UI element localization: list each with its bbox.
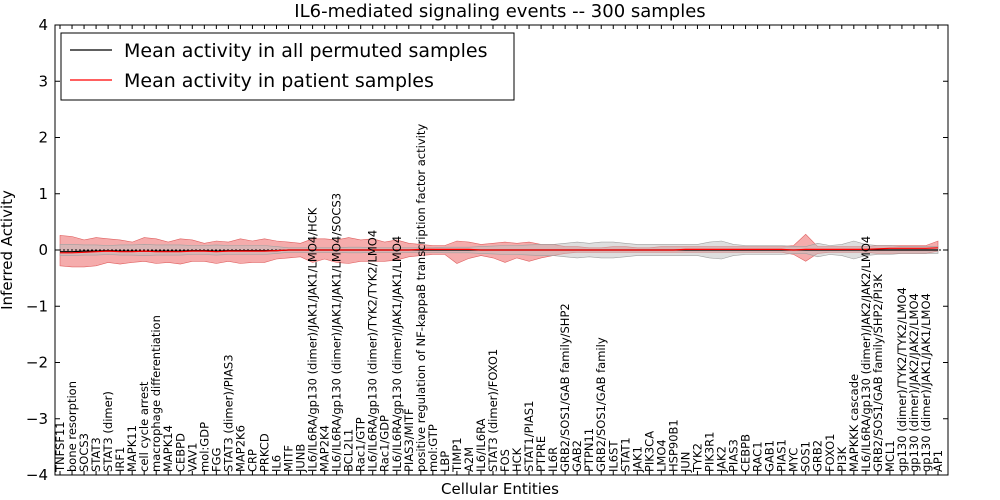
x-category-label: STAT1/PIAS1 (522, 401, 536, 472)
x-category-label: MAPK14 (161, 425, 175, 472)
patient-mean-line (60, 247, 939, 254)
x-category-label: PIK3R1 (702, 432, 716, 473)
legend: Mean activity in all permuted samples Me… (60, 32, 515, 101)
x-category-label: TYK2 (690, 443, 704, 473)
x-category-label: mol:GDP (197, 422, 211, 472)
x-category-label: gp130 (dimer)/TYK2/TYK2/LMO4 (895, 287, 909, 472)
x-category-label: IL6/IL6RA/gp130 (dimer)/JAK2/JAK2/LMO4 (859, 236, 873, 472)
x-category-label: GRB2/SOS1/GAB family/SHP2 (558, 303, 572, 472)
x-category-label: AP1 (931, 450, 945, 472)
x-category-label: MAPK11 (125, 425, 139, 472)
x-category-label: TNFSF11 (53, 421, 67, 473)
x-category-label: macrophage differentiation (149, 315, 163, 472)
x-category-label: Rac1/GTP (354, 417, 368, 472)
x-category-label: bone resorption (65, 381, 79, 472)
x-category-label: IRF1 (113, 447, 127, 472)
x-category-label: BCL2L1 (342, 429, 356, 472)
legend-box (60, 32, 515, 101)
y-axis: −4 −3 −2 −1 0 1 2 3 4 (26, 16, 948, 484)
y-tick-label: −2 (26, 354, 48, 372)
x-category-label: MYC (787, 448, 801, 472)
y-tick-label: 4 (38, 16, 48, 34)
x-category-label: PIK3CA (642, 431, 656, 472)
y-tick-label: −4 (26, 466, 48, 484)
x-category-label: Rac1/GDP (378, 415, 392, 472)
x-category-label: IL6ST (606, 440, 620, 472)
x-axis-title: Cellular Entities (441, 480, 559, 498)
x-category-label: VAV1 (185, 443, 199, 472)
x-category-label: GRB2/SOS1/GAB family (594, 337, 608, 472)
x-category-label: HCK (510, 447, 524, 472)
x-category-label: TIMP1 (450, 437, 464, 473)
x-category-label: PTPN11 (582, 428, 596, 472)
x-category-label: JAK1 (630, 446, 644, 473)
x-category-label: MITF (282, 445, 296, 472)
x-category-label: SOS1 (799, 441, 813, 472)
x-category-label: cell cycle arrest (137, 381, 151, 472)
x-category-label: PRKCD (257, 433, 271, 472)
x-category-label: STAT1 (618, 437, 632, 472)
x-category-label: IL6/IL6RA/gp130 (dimer)/TYK2/TYK2/LMO4 (366, 230, 380, 472)
y-tick-label: 3 (38, 72, 48, 90)
y-tick-label: −3 (26, 410, 48, 428)
x-category-label: STAT3 (89, 437, 103, 472)
x-category-label: GAB2 (570, 440, 584, 472)
x-category-label: MAP2K6 (233, 425, 247, 472)
x-category-label: CEBPD (173, 433, 187, 472)
x-category-label: A2M (462, 447, 476, 472)
x-category-label: FGG (209, 448, 223, 472)
x-category-label: GRB2 (811, 440, 825, 472)
x-category-label: JUN (678, 452, 692, 473)
x-category-label: IL6/IL6RA/gp130 (dimer)/JAK1/JAK1/LMO4/H… (306, 207, 320, 472)
x-category-label: MAPKKK cascade (847, 374, 861, 472)
plot-frame (54, 24, 949, 476)
x-category-label: SOCS3 (77, 433, 91, 472)
x-category-label: JAK2 (715, 446, 729, 473)
x-category-label: IL6/IL6RA (474, 418, 488, 472)
x-category-label: FOXO1 (823, 434, 837, 472)
x-category-label: STAT3 (dimer) (101, 391, 115, 472)
x-category-label: PTPRE (534, 436, 548, 472)
x-category-label: IL6 (269, 455, 283, 472)
y-tick-label: 2 (38, 129, 48, 147)
chart-title: IL6-mediated signaling events -- 300 sam… (294, 1, 705, 22)
x-category-label: IL6/IL6RA/gp130 (dimer)/JAK1/JAK1/LMO4 (390, 236, 404, 472)
x-category-label: GRB2/SOS1/GAB family/SHP2/PI3K (871, 274, 885, 472)
x-category-label: JUNB (294, 444, 308, 473)
x-category-label: HSP90B1 (666, 419, 680, 472)
y-tick-label: 1 (38, 185, 48, 203)
x-category-label: GAB1 (763, 440, 777, 472)
legend-patient-label: Mean activity in patient samples (124, 70, 434, 92)
x-category-label: positive regulation of NF-kappaB transcr… (414, 124, 428, 472)
x-category-label: PIAS3/MITF (402, 408, 416, 472)
y-axis-title: Inferred Activity (0, 190, 16, 310)
x-category-label: gp130 (dimer)/JAK2/JAK2/LMO4 (907, 293, 921, 472)
y-tick-label: 0 (38, 241, 48, 259)
x-category-label: MCL1 (883, 440, 897, 472)
y-tick-label: −1 (26, 297, 48, 315)
x-category-label: STAT3 (dimer)/FOXO1 (486, 349, 500, 472)
x-category-label: PIAS3 (727, 439, 741, 472)
x-category-label: CRP (245, 449, 259, 472)
x-category-label: STAT3 (dimer)/PIAS3 (221, 354, 235, 472)
x-category-label: MAP2K4 (318, 425, 332, 472)
x-category-label: IL6/IL6RA/gp130 (dimer)/JAK1/JAK1/LMO4/S… (330, 193, 344, 472)
legend-permuted-label: Mean activity in all permuted samples (124, 40, 487, 62)
x-category-label: gp130 (dimer)/JAK1/JAK1/LMO4 (919, 293, 933, 472)
x-category-label: IL6R (546, 447, 560, 472)
x-category-label: LBP (438, 451, 452, 472)
x-category-label: mol:GTP (426, 424, 440, 472)
x-category-label: CEBPB (739, 434, 753, 472)
x-category-label: RAC1 (751, 441, 765, 472)
x-category-label: LMO4 (654, 439, 668, 472)
x-category-label: PIAS1 (775, 439, 789, 472)
x-category-label: PI3K (835, 446, 849, 472)
x-category-label: FOS (498, 449, 512, 472)
